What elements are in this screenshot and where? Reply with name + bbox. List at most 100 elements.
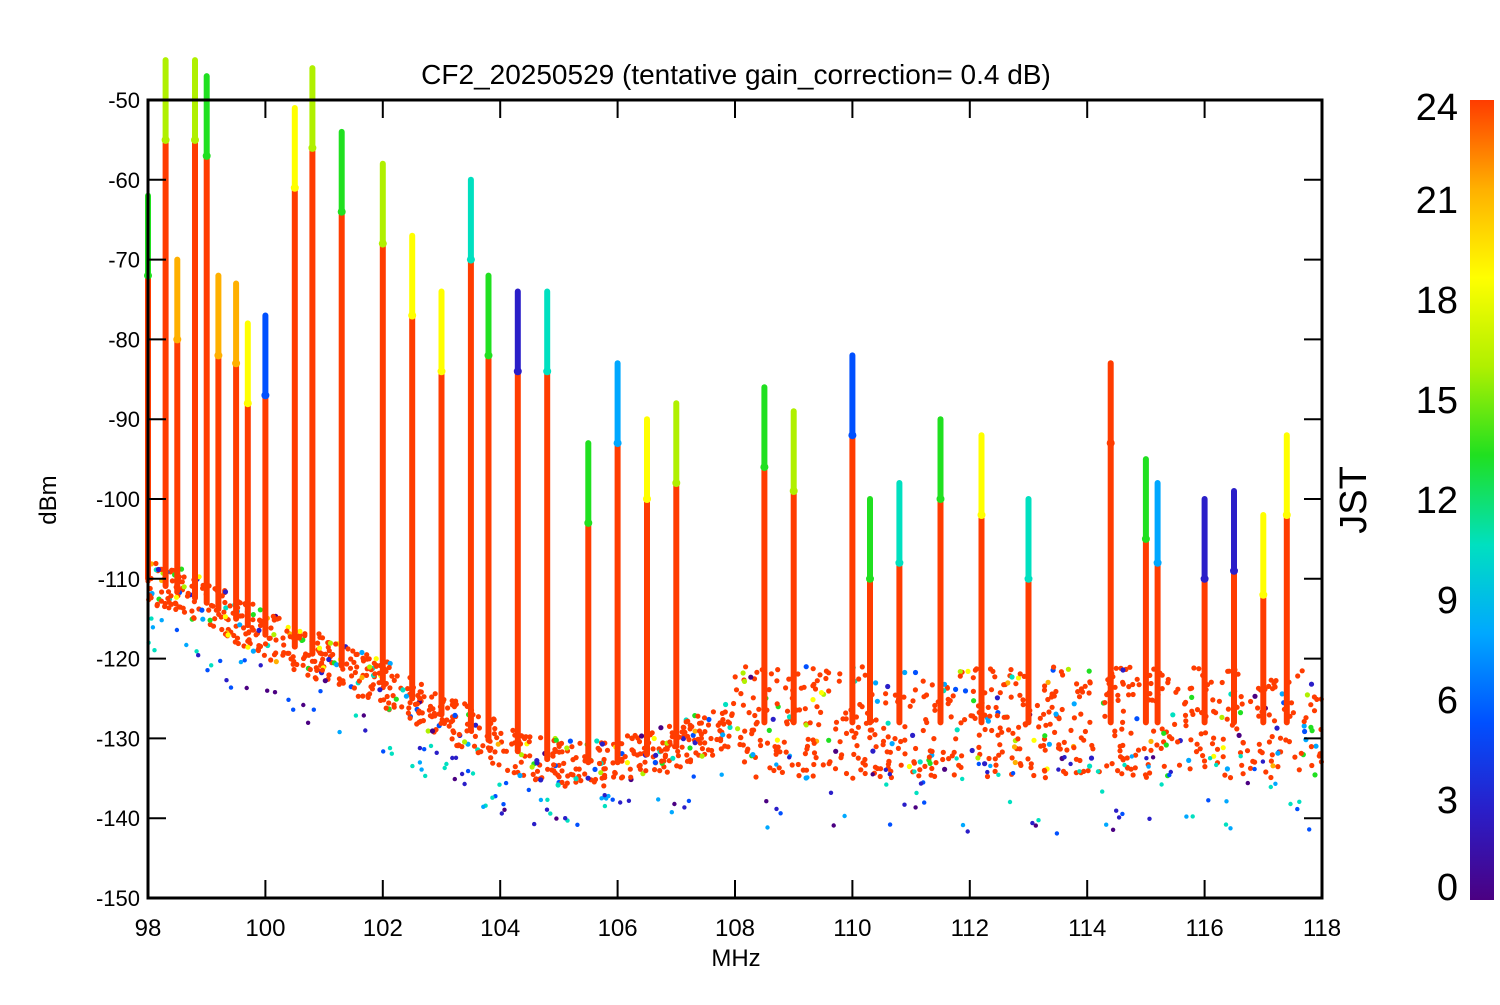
floor-point bbox=[501, 748, 507, 754]
floor-point bbox=[1252, 766, 1257, 772]
y-tick-label: -50 bbox=[108, 88, 140, 113]
floor-point bbox=[807, 720, 813, 726]
floor-point bbox=[940, 756, 946, 763]
floor-point bbox=[512, 764, 518, 770]
floor-point bbox=[1015, 736, 1021, 742]
floor-point bbox=[715, 722, 721, 728]
floor-point bbox=[351, 659, 357, 666]
floor-point bbox=[883, 767, 888, 772]
floor-point bbox=[839, 752, 845, 758]
floor-point bbox=[488, 745, 494, 752]
floor-point bbox=[1279, 691, 1285, 697]
floor-point bbox=[1277, 735, 1284, 741]
floor-point bbox=[873, 680, 879, 686]
floor-point bbox=[1115, 768, 1121, 774]
floor-point bbox=[813, 755, 819, 761]
floor-point bbox=[1268, 758, 1274, 764]
floor-point bbox=[738, 691, 744, 697]
floor-point bbox=[660, 740, 666, 746]
floor-point bbox=[1159, 672, 1165, 678]
floor-point bbox=[393, 696, 399, 702]
floor-point bbox=[1313, 743, 1319, 749]
floor-point bbox=[1309, 762, 1315, 769]
floor-point bbox=[153, 560, 159, 567]
floor-point bbox=[1283, 737, 1289, 743]
floor-point bbox=[173, 594, 180, 600]
floor-point bbox=[1211, 753, 1217, 759]
floor-point bbox=[1166, 734, 1173, 740]
floor-point bbox=[344, 661, 350, 667]
floor-point bbox=[194, 649, 199, 654]
floor-point bbox=[258, 663, 263, 668]
floor-point bbox=[624, 760, 631, 766]
colorbar-tick-label: 21 bbox=[1416, 180, 1458, 222]
floor-point bbox=[1187, 686, 1193, 692]
floor-point bbox=[1256, 713, 1262, 719]
floor-point bbox=[883, 700, 889, 706]
floor-point bbox=[162, 603, 168, 610]
floor-point bbox=[425, 728, 431, 734]
floor-point bbox=[692, 728, 698, 734]
peak-point bbox=[173, 335, 182, 344]
floor-point bbox=[699, 753, 705, 759]
peak-signal bbox=[1282, 432, 1291, 726]
floor-point bbox=[158, 598, 164, 604]
floor-point bbox=[1058, 669, 1064, 675]
floor-point bbox=[374, 663, 380, 669]
peak-signal bbox=[1141, 456, 1150, 726]
floor-point bbox=[1238, 754, 1243, 759]
floor-point bbox=[1154, 742, 1160, 748]
floor-point bbox=[932, 773, 938, 780]
floor-point bbox=[538, 735, 544, 741]
floor-point bbox=[831, 823, 836, 828]
floor-point bbox=[999, 729, 1005, 735]
floor-point bbox=[494, 735, 500, 741]
floor-point bbox=[453, 755, 459, 760]
floor-point bbox=[1143, 774, 1149, 780]
floor-point bbox=[377, 687, 383, 693]
floor-point bbox=[833, 748, 839, 754]
floor-point bbox=[1134, 676, 1140, 682]
floor-point bbox=[169, 578, 175, 584]
floor-point bbox=[1086, 690, 1092, 696]
floor-point bbox=[1247, 765, 1254, 771]
floor-point bbox=[1033, 823, 1039, 828]
floor-point bbox=[650, 746, 656, 752]
floor-point bbox=[1197, 746, 1203, 752]
floor-point bbox=[386, 700, 392, 706]
y-tick-label: -110 bbox=[98, 567, 140, 592]
floor-point bbox=[419, 767, 424, 772]
floor-point bbox=[1312, 772, 1318, 778]
floor-point bbox=[1207, 756, 1213, 761]
floor-point bbox=[942, 766, 948, 772]
floor-point bbox=[805, 775, 810, 780]
peak-point bbox=[672, 479, 681, 487]
floor-point bbox=[257, 617, 263, 623]
floor-point bbox=[664, 746, 670, 752]
colorbar-tick-label: 15 bbox=[1416, 380, 1458, 422]
peak-signal bbox=[1153, 480, 1162, 726]
floor-point bbox=[1088, 755, 1095, 761]
floor-point bbox=[199, 607, 205, 613]
floor-point bbox=[945, 701, 951, 707]
peak-signal bbox=[161, 57, 170, 589]
floor-point bbox=[997, 690, 1003, 696]
x-tick-label: 110 bbox=[833, 915, 871, 942]
floor-point bbox=[970, 713, 976, 719]
floor-point bbox=[767, 765, 773, 771]
floor-point bbox=[627, 766, 633, 772]
floor-point bbox=[337, 729, 342, 735]
floor-point bbox=[210, 623, 217, 629]
peak-point bbox=[308, 143, 317, 152]
floor-point bbox=[954, 727, 960, 733]
floor-point bbox=[255, 647, 261, 653]
floor-point bbox=[602, 803, 608, 809]
floor-point bbox=[1012, 759, 1018, 766]
floor-point bbox=[1148, 747, 1154, 753]
floor-point bbox=[1095, 769, 1101, 774]
floor-point bbox=[418, 681, 424, 688]
floor-point bbox=[916, 773, 922, 779]
floor-point bbox=[1268, 774, 1274, 781]
floor-point bbox=[348, 656, 354, 662]
